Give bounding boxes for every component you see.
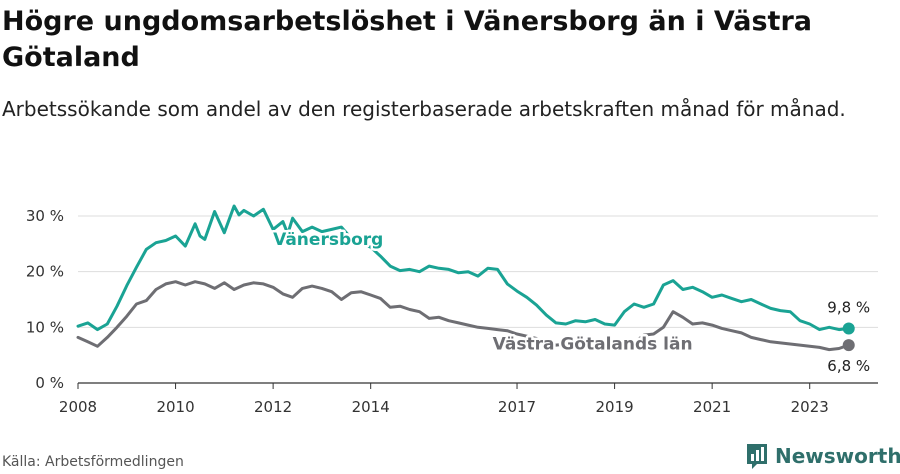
- series-labels: Vänersborg Västra Götalands län 9,8 % 6,8 %: [271, 227, 871, 375]
- x-tick-label: 2010: [156, 398, 194, 416]
- chart-title: Högre ungdomsarbetslöshet i Vänersborg ä…: [2, 6, 812, 73]
- x-tick-label: 2008: [59, 398, 97, 416]
- end-point-vanersborg: [842, 322, 855, 335]
- x-tick-label: 2017: [498, 398, 536, 416]
- y-tick-label: 10 %: [26, 318, 64, 336]
- x-tick-label: 2023: [791, 398, 829, 416]
- end-value-label-vanersborg: 9,8 %: [827, 298, 870, 316]
- y-tick-label: 20 %: [26, 263, 64, 281]
- chart-subtitle: Arbetssökande som andel av den registerb…: [2, 97, 846, 121]
- end-value-label-vastra-gotaland: 6,8 %: [827, 357, 870, 375]
- brand-name: Newsworthy: [775, 444, 900, 468]
- source-note: Källa: Arbetsförmedlingen: [2, 454, 184, 470]
- x-axis: 2008 2010 2012 2014 2017 2019 2021 2023: [59, 383, 829, 416]
- x-tick-label: 2021: [693, 398, 731, 416]
- series-lines: [76, 204, 855, 352]
- grid-lines: [78, 215, 878, 384]
- series-label-vastra-gotaland: Västra Götalands län: [493, 335, 693, 355]
- x-tick-label: 2019: [595, 398, 633, 416]
- brand-logo: Newsworthy: [745, 442, 900, 470]
- series-label-vanersborg: Vänersborg: [273, 230, 383, 250]
- x-tick-label: 2012: [254, 398, 292, 416]
- end-point-vastra-gotaland: [842, 339, 855, 352]
- x-tick-label: 2014: [352, 398, 390, 416]
- y-tick-label: 0 %: [35, 374, 64, 392]
- series-line-vanersborg: [76, 204, 851, 332]
- y-tick-label: 30 %: [26, 207, 64, 225]
- series-line-vastra-gotaland: [76, 280, 851, 352]
- newsworthy-logo-icon: [747, 444, 767, 469]
- y-axis: 0 % 10 % 20 % 30 %: [26, 207, 64, 392]
